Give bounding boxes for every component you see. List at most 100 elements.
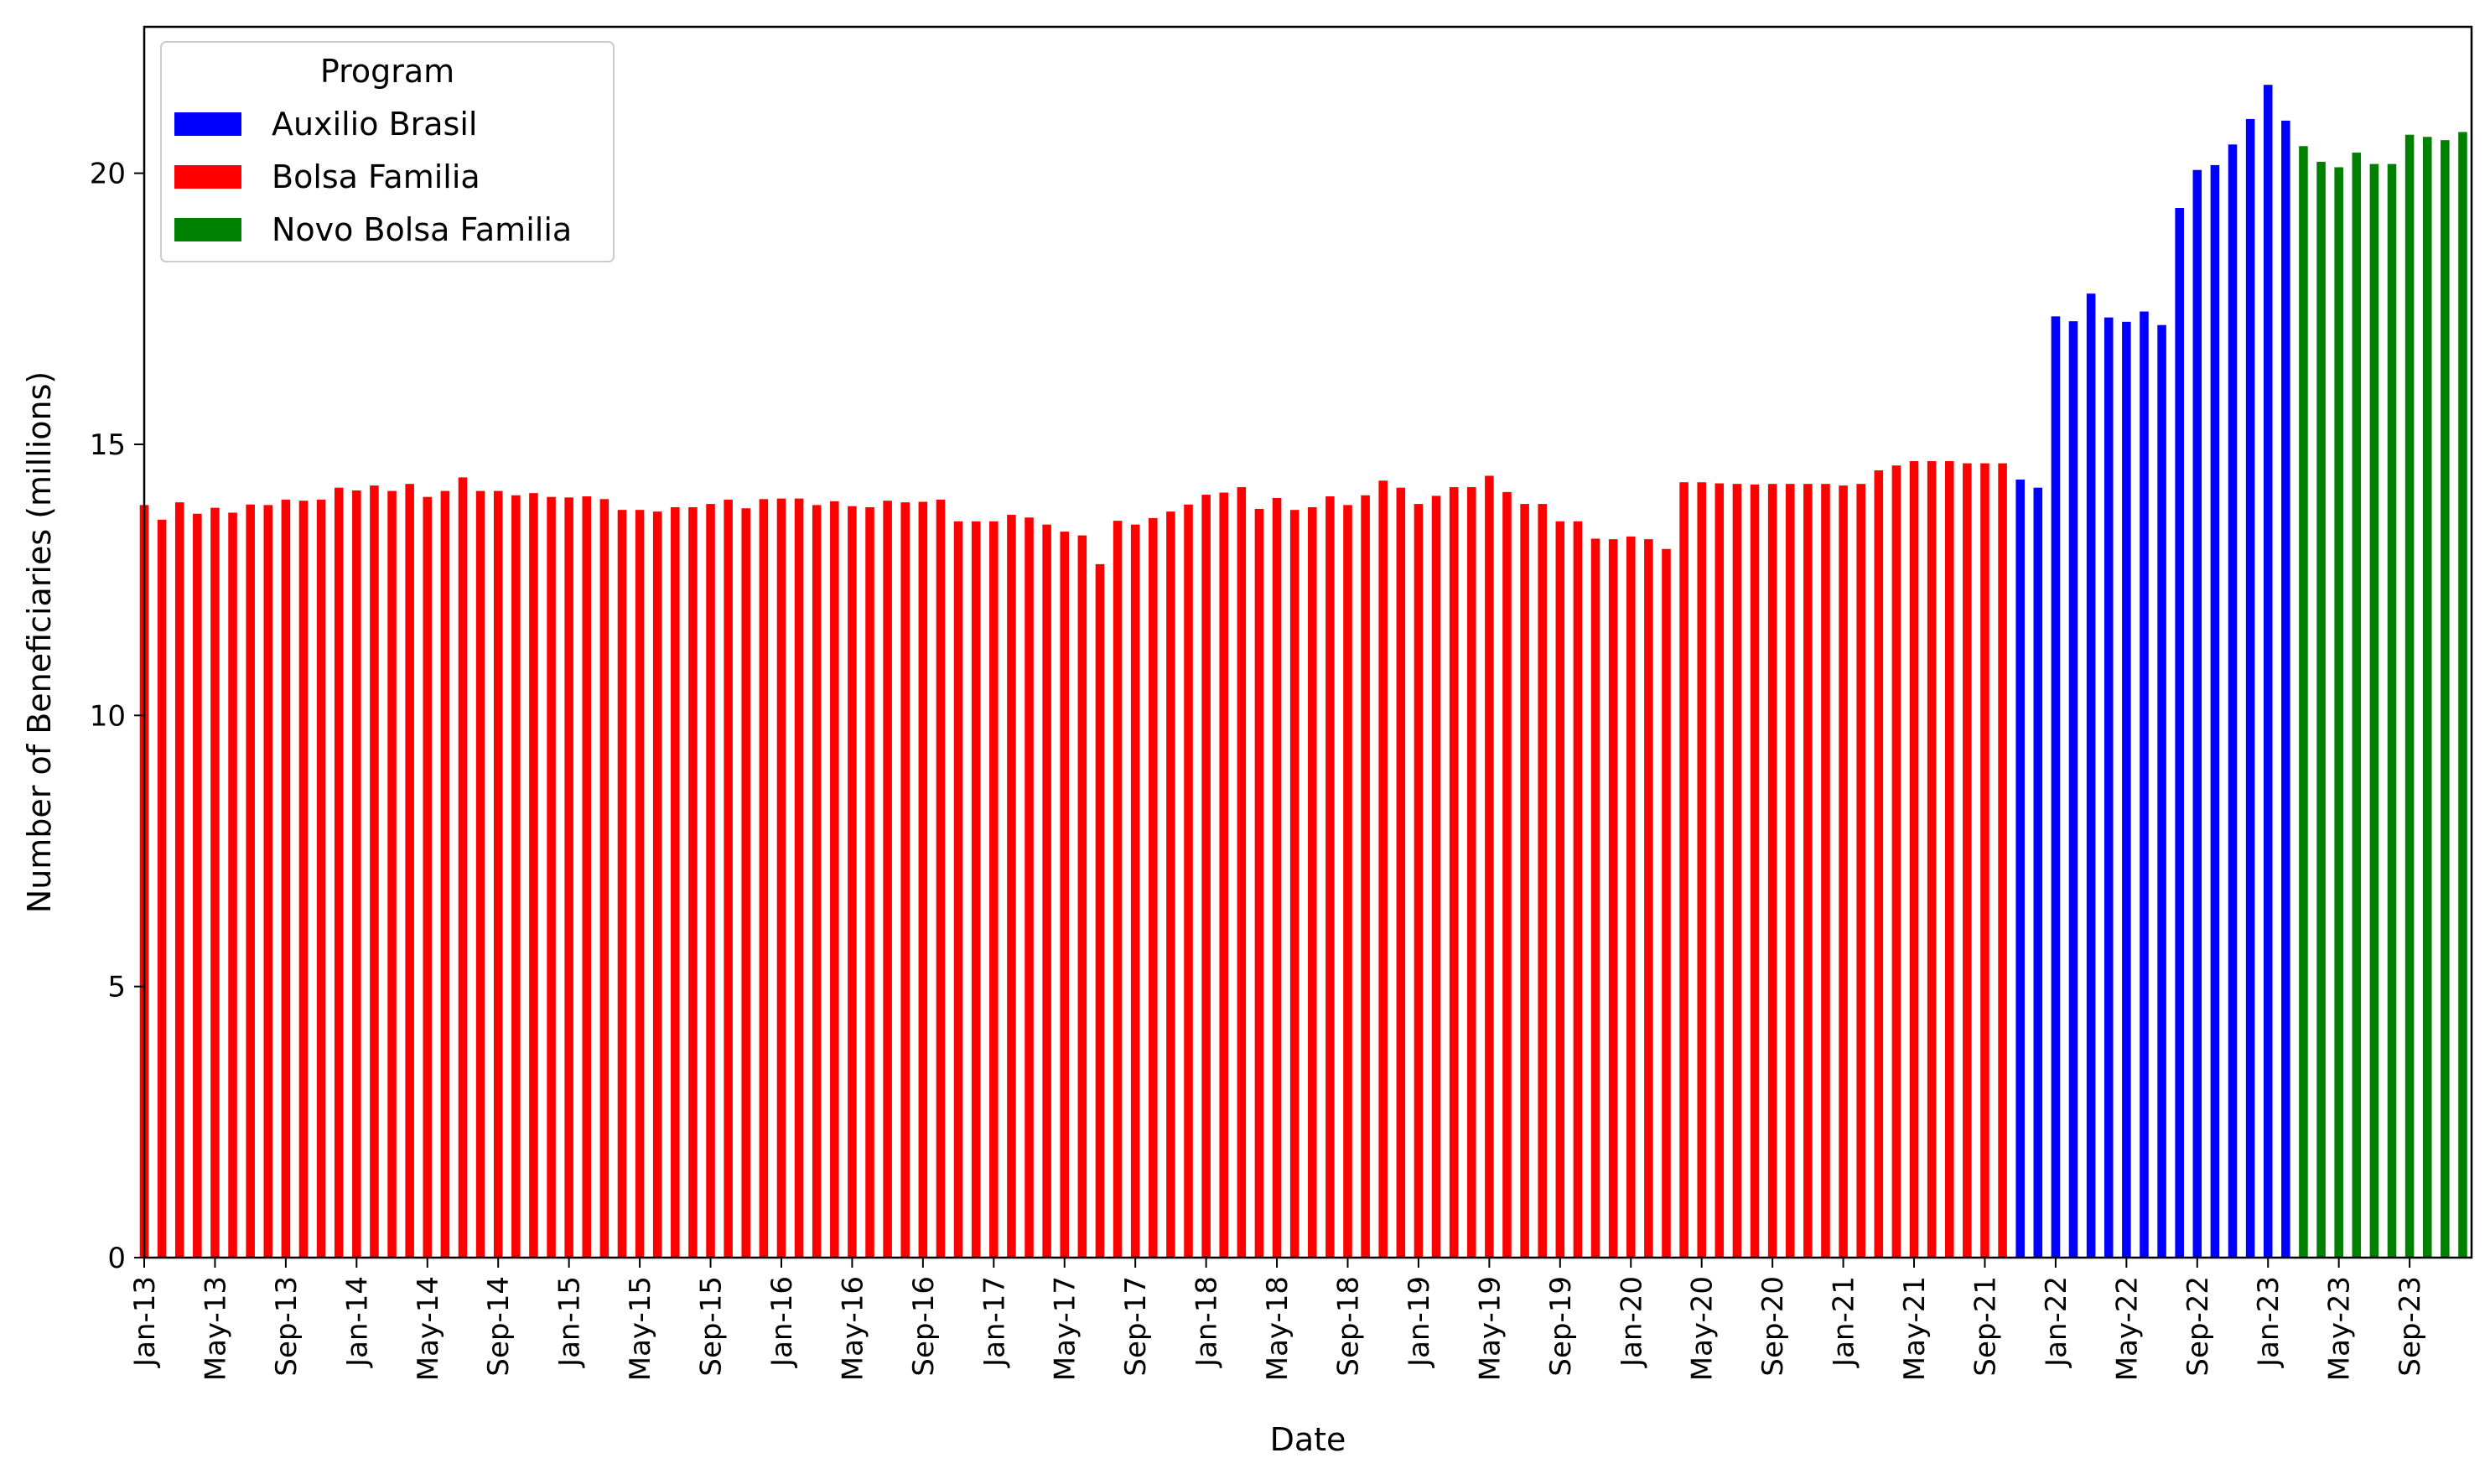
plot-frame <box>143 25 2473 1259</box>
bar-bolsa-familia-104 <box>1980 463 1989 1258</box>
x-tick-label: May-20 <box>1686 1276 1720 1381</box>
bar-bolsa-familia-68 <box>1343 505 1352 1258</box>
bar-bolsa-familia-36 <box>776 498 786 1258</box>
x-axis-label: Date <box>1270 1421 1346 1458</box>
bar-auxilio-brasil-9 <box>2175 207 2184 1258</box>
bar-auxilio-brasil-0 <box>2015 479 2025 1258</box>
bar-bolsa-familia-12 <box>352 490 361 1258</box>
bar-auxilio-brasil-11 <box>2210 164 2220 1258</box>
bar-bolsa-familia-93 <box>1785 484 1795 1258</box>
bar-bolsa-familia-81 <box>1573 521 1583 1258</box>
bar-bolsa-familia-21 <box>511 495 521 1258</box>
bar-bolsa-familia-48 <box>989 521 999 1258</box>
y-tick-label: 15 <box>90 428 126 462</box>
bar-bolsa-familia-29 <box>652 511 662 1258</box>
x-tick-label: Jan-23 <box>2252 1276 2285 1368</box>
legend-entry-label: Auxilio Brasil <box>272 106 477 143</box>
bar-bolsa-familia-18 <box>458 477 468 1258</box>
bar-bolsa-familia-67 <box>1325 496 1335 1258</box>
bar-bolsa-familia-50 <box>1025 517 1034 1258</box>
legend-swatch <box>174 165 241 189</box>
x-tick-label: May-16 <box>836 1276 869 1381</box>
bar-auxilio-brasil-1 <box>2033 487 2043 1258</box>
bar-bolsa-familia-59 <box>1184 504 1193 1258</box>
bar-bolsa-familia-62 <box>1237 487 1247 1258</box>
bar-bolsa-familia-23 <box>547 496 556 1258</box>
bar-bolsa-familia-31 <box>688 506 698 1258</box>
bar-bolsa-familia-33 <box>724 499 733 1258</box>
bar-bolsa-familia-6 <box>246 504 255 1258</box>
x-tick-label: Jan-17 <box>978 1276 1011 1368</box>
y-axis: 0 5 10 15 20 <box>90 158 144 1275</box>
bar-bolsa-familia-101 <box>1927 461 1937 1258</box>
bar-bolsa-familia-66 <box>1308 506 1317 1258</box>
x-tick-label: Sep-14 <box>482 1276 516 1377</box>
x-tick-label: Jan-20 <box>1615 1276 1648 1368</box>
bar-bolsa-familia-86 <box>1662 548 1671 1258</box>
bar-bolsa-familia-75 <box>1466 487 1476 1258</box>
bar-bolsa-familia-15 <box>405 484 414 1258</box>
bars <box>139 85 2467 1258</box>
x-tick-label: May-23 <box>2323 1276 2357 1381</box>
x-tick-label: May-14 <box>412 1276 445 1381</box>
bar-bolsa-familia-83 <box>1608 539 1618 1258</box>
bar-auxilio-brasil-15 <box>2281 120 2290 1258</box>
bar-auxilio-brasil-8 <box>2157 324 2166 1258</box>
bar-bolsa-familia-91 <box>1750 484 1760 1258</box>
bar-auxilio-brasil-6 <box>2122 321 2131 1258</box>
bar-bolsa-familia-3 <box>193 513 202 1258</box>
bar-bolsa-familia-90 <box>1732 484 1742 1258</box>
x-axis: Jan-13 May-13 Sep-13 Jan-14 May-14 Sep-14 Jan-… <box>128 1258 2427 1381</box>
x-tick-label: May-21 <box>1898 1276 1932 1381</box>
bar-novo-bolsa-familia-7 <box>2422 137 2432 1258</box>
bar-bolsa-familia-41 <box>865 506 874 1258</box>
y-axis-label: Number of Beneficiaries (millions) <box>21 371 58 913</box>
bar-novo-bolsa-familia-5 <box>2387 163 2397 1258</box>
bar-auxilio-brasil-4 <box>2086 293 2096 1258</box>
bar-novo-bolsa-familia-2 <box>2334 167 2343 1258</box>
bar-bolsa-familia-69 <box>1361 495 1370 1258</box>
bar-bolsa-familia-35 <box>759 499 769 1258</box>
bar-bolsa-familia-51 <box>1042 524 1051 1258</box>
bar-bolsa-familia-100 <box>1909 461 1919 1258</box>
bar-bolsa-familia-65 <box>1289 510 1299 1258</box>
x-tick-label: Sep-19 <box>1544 1276 1578 1377</box>
bar-bolsa-familia-24 <box>564 497 573 1258</box>
bar-bolsa-familia-72 <box>1414 504 1424 1258</box>
legend: Program Auxilio Brasil Bolsa Familia Novo … <box>160 41 615 262</box>
x-tick-label: Sep-17 <box>1119 1276 1153 1377</box>
bar-bolsa-familia-13 <box>370 485 379 1258</box>
bar-bolsa-familia-73 <box>1431 496 1441 1258</box>
bar-auxilio-brasil-13 <box>2245 118 2255 1258</box>
bar-bolsa-familia-32 <box>706 504 715 1258</box>
bar-bolsa-familia-14 <box>387 490 397 1258</box>
bar-bolsa-familia-10 <box>316 499 326 1258</box>
x-tick-label: Jan-14 <box>340 1276 374 1368</box>
bar-bolsa-familia-74 <box>1449 487 1459 1258</box>
bar-bolsa-familia-42 <box>883 501 892 1258</box>
bar-bolsa-familia-57 <box>1149 517 1158 1258</box>
x-tick-label: Sep-21 <box>1969 1276 2002 1377</box>
bar-bolsa-familia-30 <box>671 506 680 1258</box>
bar-bolsa-familia-11 <box>334 487 344 1258</box>
bar-bolsa-familia-7 <box>263 505 273 1258</box>
bar-bolsa-familia-96 <box>1839 485 1848 1258</box>
bar-bolsa-familia-5 <box>228 512 237 1258</box>
bar-auxilio-brasil-10 <box>2192 169 2202 1258</box>
bar-bolsa-familia-8 <box>281 499 291 1258</box>
bar-auxilio-brasil-3 <box>2068 321 2078 1258</box>
legend-swatch <box>174 218 241 241</box>
bar-bolsa-familia-39 <box>830 501 839 1258</box>
x-tick-label: Sep-18 <box>1331 1276 1365 1377</box>
x-tick-label: Sep-13 <box>270 1276 303 1377</box>
legend-swatch <box>174 112 241 136</box>
bar-novo-bolsa-familia-1 <box>2316 162 2326 1258</box>
bar-bolsa-familia-25 <box>582 496 592 1258</box>
legend-title: Program <box>320 53 454 90</box>
bar-bolsa-familia-27 <box>617 510 627 1258</box>
bar-bolsa-familia-2 <box>174 502 184 1258</box>
x-tick-label: May-13 <box>199 1276 232 1381</box>
bar-novo-bolsa-familia-0 <box>2299 146 2308 1258</box>
x-tick-label: Jan-16 <box>765 1276 799 1368</box>
